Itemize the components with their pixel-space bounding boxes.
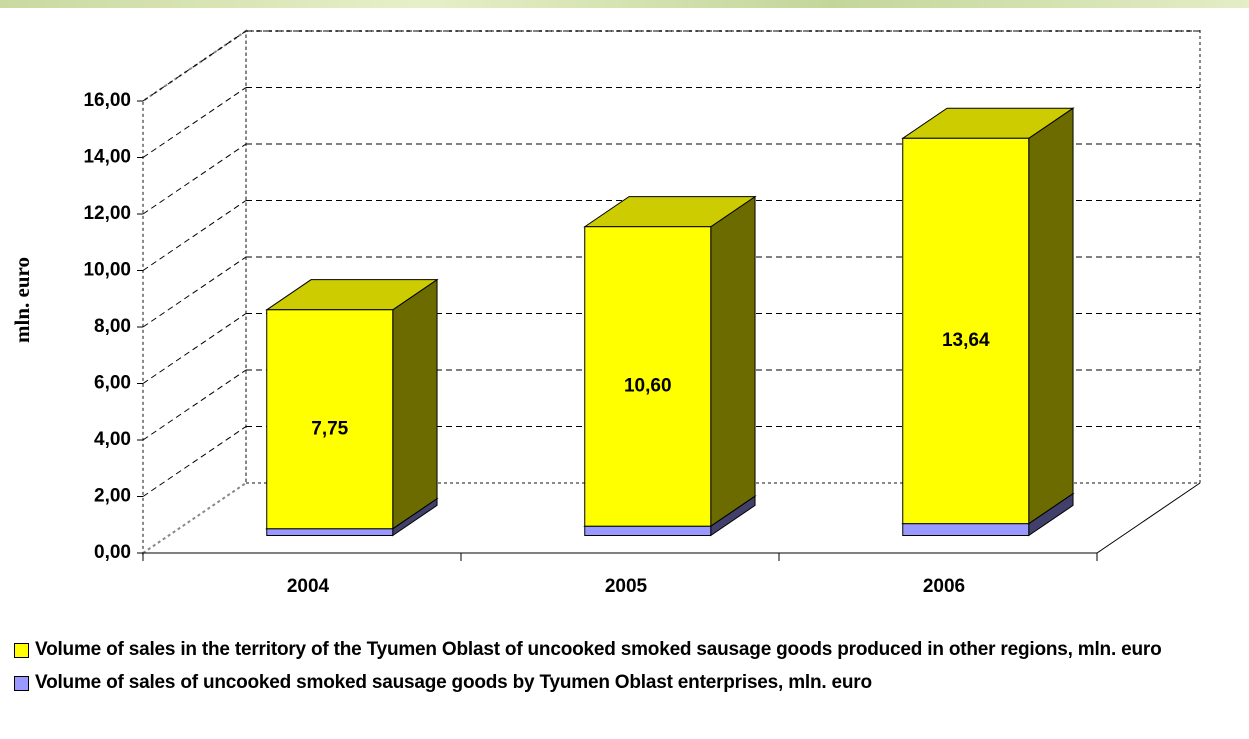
grid-line	[143, 31, 246, 101]
bar-front	[267, 529, 393, 536]
grid-line	[143, 144, 246, 214]
legend-item: Volume of sales in the territory of the …	[14, 636, 1226, 663]
y-tick-label: 6,00	[94, 373, 131, 394]
y-axis-title: mln. euro	[10, 257, 34, 343]
value-label: 13,64	[942, 330, 990, 351]
page: mln. euro 0,00 2,00 4,00 6,00 8,00 10,00 12,00…	[0, 0, 1249, 739]
y-tick-label: 12,00	[83, 203, 131, 224]
legend-swatch	[14, 676, 29, 691]
y-tick-label: 10,00	[83, 260, 131, 281]
bar-side	[393, 280, 437, 529]
chart: mln. euro 0,00 2,00 4,00 6,00 8,00 10,00 12,00…	[0, 0, 1249, 625]
legend: Volume of sales in the territory of the …	[14, 636, 1244, 702]
bar-front	[903, 524, 1029, 536]
bar	[267, 280, 437, 529]
value-label: 10,60	[624, 375, 672, 396]
legend-item: Volume of sales of uncooked smoked sausa…	[14, 669, 1226, 696]
bar	[903, 108, 1073, 523]
y-tick-label: 0,00	[94, 542, 131, 563]
grid-line	[143, 257, 246, 327]
grid-line	[143, 314, 246, 384]
bar	[585, 197, 755, 527]
y-tick-label: 4,00	[94, 429, 131, 450]
y-tick-label: 8,00	[94, 316, 131, 337]
legend-label: Volume of sales in the territory of the …	[35, 636, 1162, 663]
y-tick-label: 16,00	[83, 90, 131, 111]
grid-line	[143, 201, 246, 271]
x-tick-label: 2004	[287, 576, 330, 597]
bar-front	[585, 526, 711, 535]
grid-line	[143, 370, 246, 440]
bar-side	[1029, 108, 1073, 523]
x-tick-label: 2005	[605, 576, 648, 597]
y-tick-label: 14,00	[83, 147, 131, 168]
bar-side	[711, 197, 755, 527]
legend-swatch	[14, 643, 29, 658]
value-label: 7,75	[311, 418, 348, 439]
y-tick-label: 2,00	[94, 486, 131, 507]
legend-label: Volume of sales of uncooked smoked sausa…	[35, 669, 872, 696]
grid-line	[143, 427, 246, 497]
x-tick-label: 2006	[923, 576, 965, 597]
grid-line	[143, 88, 246, 158]
